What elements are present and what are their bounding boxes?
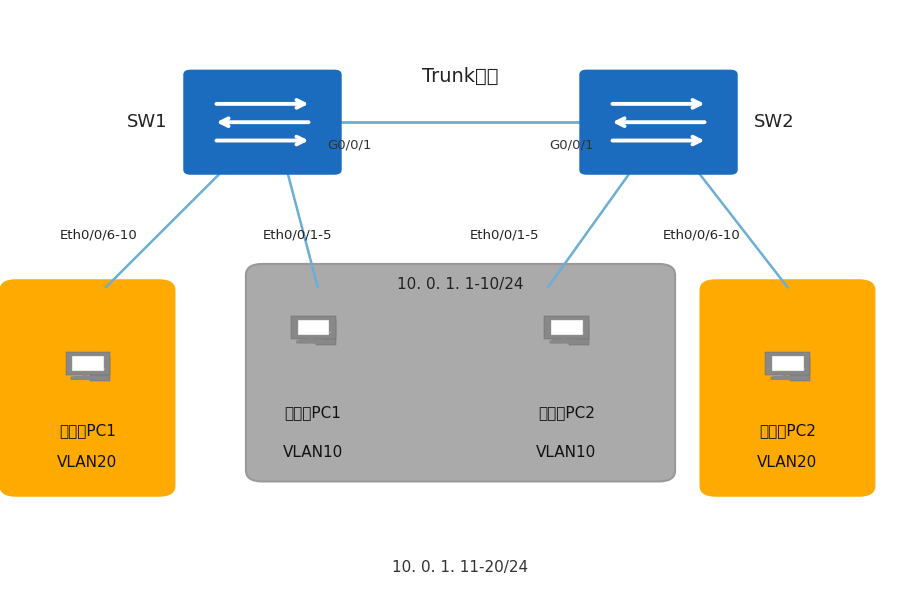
FancyBboxPatch shape [90, 357, 111, 381]
Text: 10. 0. 1. 11-20/24: 10. 0. 1. 11-20/24 [392, 560, 529, 574]
FancyBboxPatch shape [183, 70, 342, 175]
FancyBboxPatch shape [550, 340, 582, 343]
FancyBboxPatch shape [291, 316, 335, 339]
FancyBboxPatch shape [792, 368, 805, 370]
FancyBboxPatch shape [790, 357, 810, 381]
FancyBboxPatch shape [297, 320, 329, 335]
FancyBboxPatch shape [544, 316, 589, 339]
Text: Trunk通道: Trunk通道 [422, 67, 499, 86]
FancyBboxPatch shape [297, 340, 329, 343]
Text: VLAN10: VLAN10 [283, 445, 344, 459]
Text: Eth0/0/6-10: Eth0/0/6-10 [663, 229, 740, 242]
FancyBboxPatch shape [765, 352, 810, 375]
FancyBboxPatch shape [92, 368, 105, 370]
FancyBboxPatch shape [771, 376, 803, 380]
FancyBboxPatch shape [569, 321, 589, 345]
Text: VLAN10: VLAN10 [536, 445, 597, 459]
FancyBboxPatch shape [72, 356, 103, 371]
FancyBboxPatch shape [246, 264, 675, 481]
Text: 10. 0. 1. 1-10/24: 10. 0. 1. 1-10/24 [397, 277, 524, 291]
FancyBboxPatch shape [699, 279, 875, 497]
FancyBboxPatch shape [772, 356, 803, 371]
Text: G0/0/1: G0/0/1 [328, 139, 372, 152]
Text: Eth0/0/1-5: Eth0/0/1-5 [262, 229, 332, 242]
Text: SW1: SW1 [127, 113, 168, 131]
Text: VLAN20: VLAN20 [57, 455, 118, 470]
Text: Eth0/0/1-5: Eth0/0/1-5 [470, 229, 539, 242]
FancyBboxPatch shape [71, 376, 103, 380]
FancyBboxPatch shape [316, 321, 336, 345]
Text: SW2: SW2 [753, 113, 794, 131]
Text: G0/0/1: G0/0/1 [549, 139, 593, 152]
FancyBboxPatch shape [318, 332, 331, 334]
FancyBboxPatch shape [0, 279, 175, 497]
FancyBboxPatch shape [551, 320, 582, 335]
Text: 技术部PC2: 技术部PC2 [759, 423, 816, 439]
Text: Eth0/0/6-10: Eth0/0/6-10 [60, 229, 137, 242]
FancyBboxPatch shape [65, 352, 110, 375]
FancyBboxPatch shape [579, 70, 738, 175]
Text: 财务部PC1: 财务部PC1 [285, 405, 342, 420]
FancyBboxPatch shape [571, 332, 584, 334]
Text: 财务部PC2: 财务部PC2 [538, 405, 595, 420]
Text: 技术部PC1: 技术部PC1 [59, 423, 116, 439]
Text: VLAN20: VLAN20 [757, 455, 818, 470]
